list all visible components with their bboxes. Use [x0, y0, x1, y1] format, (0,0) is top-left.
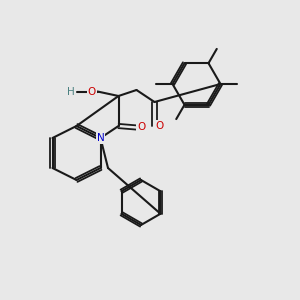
Text: O: O	[156, 121, 164, 131]
Text: N: N	[97, 133, 104, 143]
Text: H: H	[67, 86, 75, 97]
Text: O: O	[137, 122, 145, 133]
Text: O: O	[88, 86, 96, 97]
